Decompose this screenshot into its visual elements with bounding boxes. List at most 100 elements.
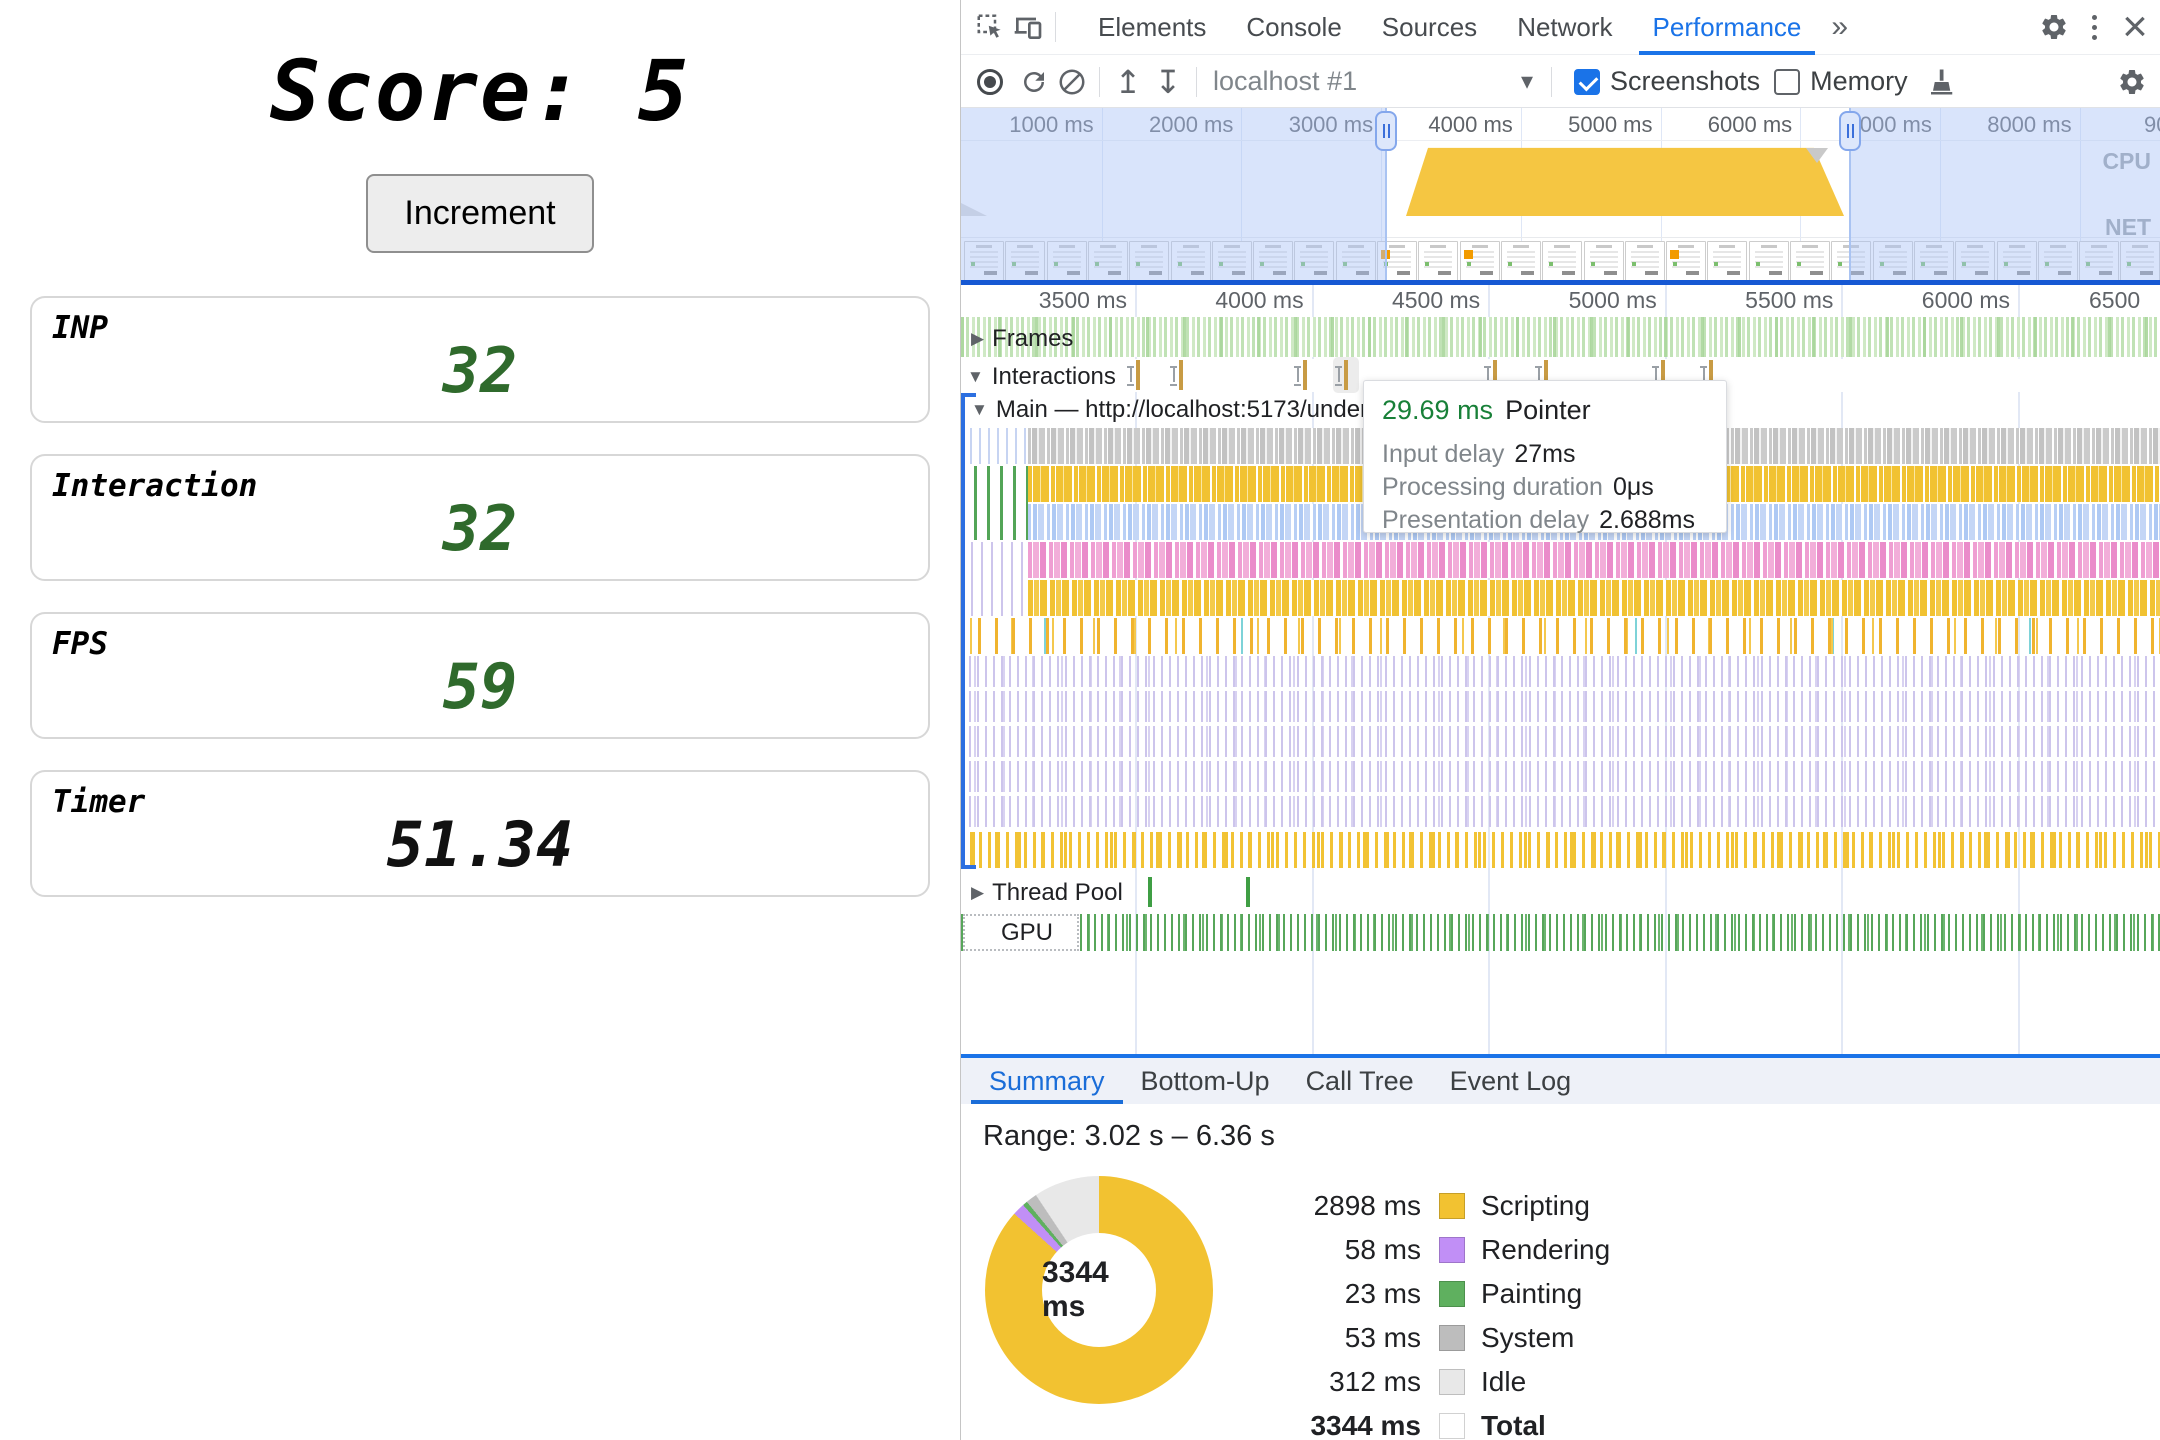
tooltip-row-value: 0μs (1612, 473, 1654, 501)
frames-track-label[interactable]: ▶ Frames (971, 325, 1073, 353)
main-track-label[interactable]: ▼ Main — http://localhost:5173/unders (971, 393, 1363, 427)
expand-triangle-icon[interactable]: ▼ (967, 367, 984, 386)
collapse-triangle-icon[interactable]: ▶ (971, 883, 985, 902)
load-profile-icon[interactable]: ↥ (1114, 63, 1142, 100)
filmstrip-thumbnail[interactable] (1913, 241, 1954, 283)
capture-settings-gear-icon[interactable] (2113, 63, 2151, 101)
timeline-overview[interactable]: 1000 ms 2000 ms 3000 ms 4000 ms 5000 ms 6000 … (961, 108, 2160, 285)
increment-button[interactable]: Increment (366, 174, 594, 253)
bottom-tab-event-log[interactable]: Event Log (1449, 1065, 1572, 1096)
settings-gear-icon[interactable] (2035, 8, 2073, 46)
reload-record-icon[interactable] (1015, 63, 1053, 101)
inspect-element-icon[interactable] (971, 8, 1009, 46)
overview-ruler-tick: 7000 ms (1847, 112, 1932, 137)
timeline-ruler-tick: 6000 ms (1921, 287, 2010, 313)
memory-checkbox-label[interactable]: Memory (1810, 66, 1908, 96)
tab-network[interactable]: Network (1517, 11, 1613, 42)
filmstrip-thumbnail[interactable] (1831, 241, 1872, 283)
filmstrip-thumbnail[interactable] (1335, 241, 1376, 283)
bottom-tab-summary[interactable]: Summary (971, 1058, 1123, 1104)
gpu-track-label[interactable]: GPU (963, 914, 1079, 951)
more-options-icon[interactable] (2077, 14, 2111, 40)
filmstrip-thumbnail[interactable] (1790, 241, 1830, 283)
tab-sources[interactable]: Sources (1381, 11, 1478, 42)
filmstrip-thumbnail[interactable] (1005, 241, 1046, 283)
thumbnail-highlight (1670, 250, 1680, 259)
filmstrip-thumbnail[interactable] (1129, 241, 1170, 283)
filmstrip-thumbnail[interactable] (1046, 241, 1087, 283)
selected-track-bracket (961, 393, 976, 869)
filmstrip-thumbnail[interactable] (964, 241, 1004, 283)
filmstrip-thumbnail[interactable] (1087, 241, 1128, 283)
flame-sparse-left (961, 428, 1028, 464)
interaction-marker[interactable] (1170, 360, 1183, 390)
tab-performance[interactable]: Performance (1633, 0, 1822, 55)
filmstrip-thumbnail[interactable] (1377, 241, 1417, 283)
screenshots-checkbox[interactable] (1574, 68, 1600, 95)
filmstrip-thumbnail[interactable] (1459, 241, 1500, 283)
filmstrip-thumbnail[interactable] (1253, 241, 1294, 283)
tab-elements[interactable]: Elements (1098, 11, 1207, 42)
filmstrip-thumbnail[interactable] (2120, 241, 2160, 283)
tab-console[interactable]: Console (1246, 11, 1342, 42)
interactions-track-label[interactable]: ▼ Interactions (967, 363, 1116, 391)
expand-triangle-icon[interactable]: ▼ (971, 400, 988, 419)
legend-label: Total (1481, 1410, 1546, 1440)
selection-handle-right[interactable] (1839, 111, 1861, 151)
record-button[interactable] (977, 68, 1003, 95)
memory-checkbox[interactable] (1774, 68, 1801, 95)
interaction-marker[interactable] (1335, 360, 1348, 390)
filmstrip-thumbnail[interactable] (1542, 241, 1583, 283)
devtools-tabbar: Elements Console Sources Network Performance… (961, 0, 2160, 55)
interaction-marker[interactable] (1294, 360, 1307, 390)
summary-legend: 2898 ms Scripting 58 ms Rendering 23 ms Paint… (1211, 1184, 1610, 1440)
bottom-tab-bottom-up[interactable]: Bottom-Up (1140, 1065, 1270, 1096)
filmstrip-thumbnail[interactable] (1170, 241, 1211, 283)
filmstrip-thumbnail[interactable] (1624, 241, 1665, 283)
filmstrip-thumbnail[interactable] (1996, 241, 2037, 283)
legend-value: 58 ms (1344, 1234, 1421, 1265)
metric-label: FPS (52, 626, 108, 662)
filmstrip-thumbnail[interactable] (1211, 241, 1252, 283)
more-tabs-chevron-icon[interactable]: » (1831, 10, 1849, 43)
gpu-track[interactable] (961, 914, 2160, 951)
collapse-triangle-icon[interactable]: ▶ (971, 329, 985, 348)
selection-edge-left (1385, 108, 1387, 280)
separator (1196, 66, 1197, 97)
metric-card-inp: INP 32 (30, 296, 930, 423)
legend-swatch (1439, 1369, 1465, 1395)
filmstrip-thumbnail[interactable] (1418, 241, 1459, 283)
filmstrip-thumbnail[interactable] (1294, 241, 1335, 283)
range-text: Range: 3.02 s – 6.36 s (983, 1120, 1275, 1152)
filmstrip-thumbnail[interactable] (1748, 241, 1789, 283)
interaction-marker[interactable] (1127, 360, 1140, 390)
metric-label: Interaction (52, 468, 258, 504)
save-profile-icon[interactable]: ↧ (1154, 63, 1182, 100)
garbage-collect-icon[interactable] (1922, 63, 1960, 101)
legend-value: 53 ms (1344, 1322, 1421, 1353)
legend-label: Idle (1481, 1366, 1527, 1397)
metric-value: 59 (442, 650, 518, 723)
filmstrip-thumbnail[interactable] (2079, 241, 2120, 283)
device-toolbar-icon[interactable] (1009, 8, 1047, 46)
filmstrip-thumbnail[interactable] (1666, 241, 1707, 283)
clear-icon[interactable] (1053, 63, 1091, 101)
pane-divider[interactable] (961, 1054, 2160, 1058)
bottom-tab-call-tree[interactable]: Call Tree (1305, 1065, 1414, 1096)
target-select[interactable]: localhost #1 ▾ (1213, 66, 1543, 97)
thread-pool-track-label[interactable]: ▶ Thread Pool (971, 879, 1123, 907)
frames-track[interactable] (961, 317, 2160, 357)
metric-value: 32 (442, 492, 518, 565)
cpu-overview-chart (961, 142, 2160, 216)
interactions-label: Interactions (991, 363, 1116, 390)
filmstrip-thumbnail[interactable] (1955, 241, 1996, 283)
filmstrip-thumbnail[interactable] (1500, 241, 1541, 283)
filmstrip-thumbnail[interactable] (2037, 241, 2078, 283)
screenshots-checkbox-label[interactable]: Screenshots (1610, 66, 1761, 96)
close-icon[interactable]: × (2122, 2, 2148, 51)
filmstrip-thumbnail[interactable] (1872, 241, 1913, 283)
filmstrip-thumbnail[interactable] (1583, 241, 1624, 283)
filmstrip-thumbnail[interactable] (1707, 241, 1748, 283)
gpu-label: GPU (1001, 918, 1054, 946)
selection-handle-left[interactable] (1375, 111, 1397, 151)
